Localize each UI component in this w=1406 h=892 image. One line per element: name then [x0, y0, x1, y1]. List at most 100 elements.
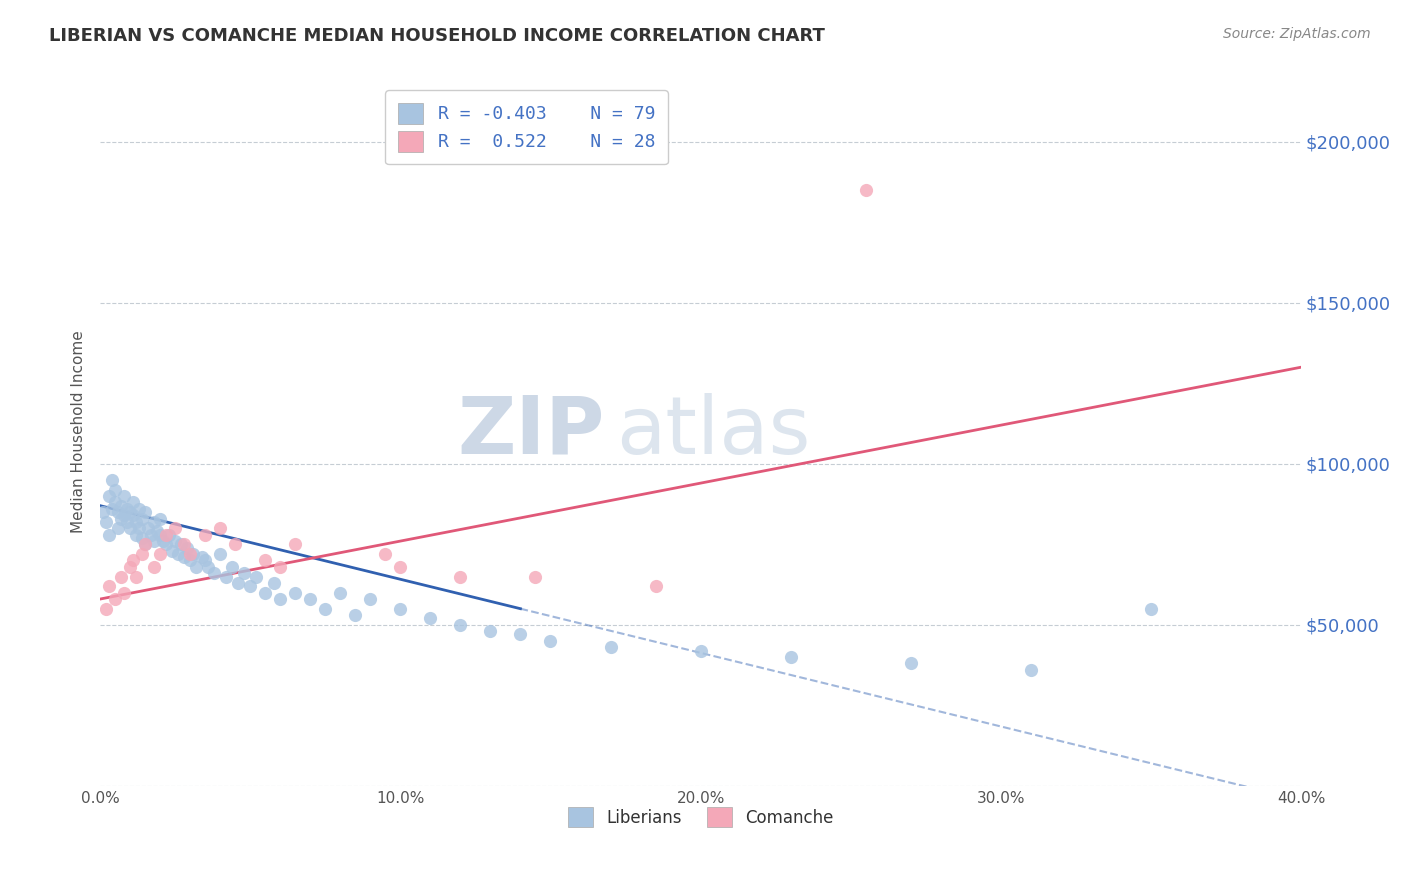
Point: [191, 550, 214, 565]
Text: ZIP: ZIP: [457, 392, 605, 471]
Point: [374, 547, 396, 561]
Point: [167, 547, 190, 561]
Point: [221, 559, 243, 574]
Point: [125, 515, 148, 529]
Point: [125, 527, 148, 541]
Point: [122, 553, 145, 567]
Point: [120, 521, 142, 535]
Point: [104, 495, 127, 509]
Point: [98, 527, 121, 541]
Point: [98, 489, 121, 503]
Point: [115, 502, 138, 516]
Point: [245, 569, 267, 583]
Legend: Liberians, Comanche: Liberians, Comanche: [561, 800, 839, 834]
Point: [160, 543, 183, 558]
Point: [509, 627, 531, 641]
Point: [131, 547, 153, 561]
Point: [224, 537, 246, 551]
Point: [215, 569, 238, 583]
Point: [101, 473, 124, 487]
Point: [149, 527, 172, 541]
Point: [131, 531, 153, 545]
Point: [125, 569, 148, 583]
Point: [128, 521, 150, 535]
Text: atlas: atlas: [616, 392, 811, 471]
Point: [134, 537, 156, 551]
Point: [94, 601, 117, 615]
Point: [226, 576, 249, 591]
Point: [419, 611, 441, 625]
Point: [122, 508, 145, 523]
Point: [141, 527, 163, 541]
Point: [254, 553, 277, 567]
Point: [170, 537, 193, 551]
Point: [599, 640, 621, 655]
Point: [134, 537, 156, 551]
Text: Source: ZipAtlas.com: Source: ZipAtlas.com: [1223, 27, 1371, 41]
Point: [107, 505, 129, 519]
Point: [91, 505, 114, 519]
Point: [112, 508, 135, 523]
Point: [194, 527, 217, 541]
Point: [107, 521, 129, 535]
Point: [209, 547, 232, 561]
Point: [689, 643, 711, 657]
Point: [389, 601, 412, 615]
Point: [186, 559, 208, 574]
Point: [112, 585, 135, 599]
Point: [128, 502, 150, 516]
Point: [152, 534, 174, 549]
Point: [179, 547, 201, 561]
Point: [101, 502, 124, 516]
Point: [110, 569, 132, 583]
Point: [181, 547, 204, 561]
Point: [104, 483, 127, 497]
Point: [1019, 663, 1042, 677]
Point: [197, 559, 219, 574]
Point: [134, 505, 156, 519]
Point: [146, 524, 169, 539]
Text: LIBERIAN VS COMANCHE MEDIAN HOUSEHOLD INCOME CORRELATION CHART: LIBERIAN VS COMANCHE MEDIAN HOUSEHOLD IN…: [49, 27, 825, 45]
Point: [120, 559, 142, 574]
Point: [202, 566, 225, 581]
Point: [143, 515, 166, 529]
Point: [269, 559, 291, 574]
Point: [855, 183, 877, 197]
Y-axis label: Median Household Income: Median Household Income: [72, 330, 86, 533]
Point: [314, 601, 336, 615]
Point: [115, 515, 138, 529]
Point: [143, 534, 166, 549]
Point: [112, 489, 135, 503]
Point: [344, 608, 367, 623]
Point: [269, 592, 291, 607]
Point: [524, 569, 547, 583]
Point: [157, 527, 180, 541]
Point: [149, 547, 172, 561]
Point: [173, 537, 195, 551]
Point: [239, 579, 262, 593]
Point: [479, 624, 502, 639]
Point: [155, 527, 177, 541]
Point: [233, 566, 256, 581]
Point: [194, 553, 217, 567]
Point: [98, 579, 121, 593]
Point: [120, 505, 142, 519]
Point: [131, 511, 153, 525]
Point: [299, 592, 322, 607]
Point: [359, 592, 381, 607]
Point: [284, 585, 307, 599]
Point: [110, 511, 132, 525]
Point: [122, 495, 145, 509]
Point: [179, 553, 201, 567]
Point: [209, 521, 232, 535]
Point: [110, 499, 132, 513]
Point: [176, 541, 198, 555]
Point: [1140, 601, 1163, 615]
Point: [173, 550, 195, 565]
Point: [779, 650, 801, 665]
Point: [284, 537, 307, 551]
Point: [644, 579, 666, 593]
Point: [329, 585, 352, 599]
Point: [540, 633, 562, 648]
Point: [143, 559, 166, 574]
